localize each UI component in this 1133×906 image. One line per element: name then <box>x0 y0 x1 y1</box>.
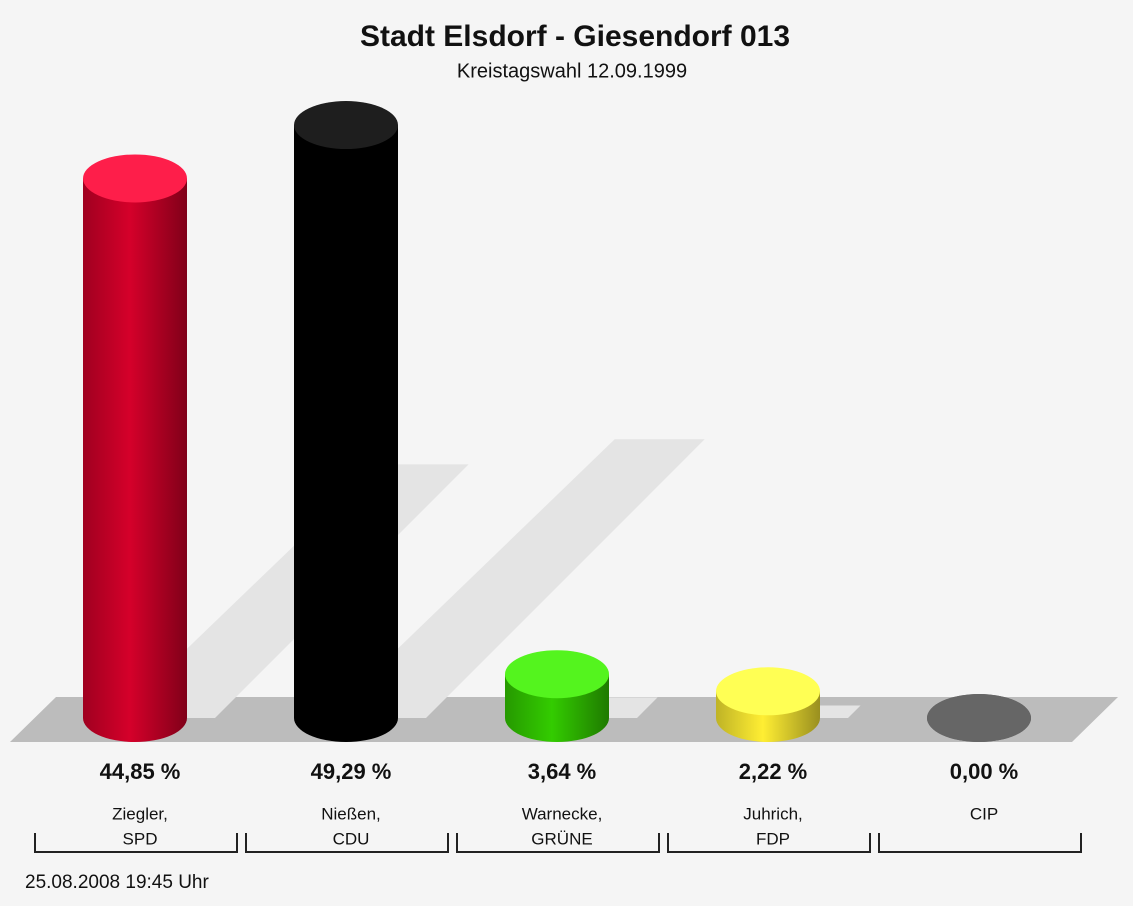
bar-body <box>294 125 398 718</box>
bar-top <box>716 667 820 716</box>
value-label: 0,00 % <box>950 759 1019 784</box>
bar <box>294 101 398 742</box>
bar-top <box>83 154 187 203</box>
bar <box>716 667 820 742</box>
category-label: SPD <box>123 829 158 848</box>
category-label: Nießen, <box>321 804 381 823</box>
value-label: 44,85 % <box>100 759 181 784</box>
category-bracket <box>34 833 238 853</box>
bar <box>83 154 187 742</box>
bar <box>927 694 1031 742</box>
category-label: CIP <box>970 804 998 823</box>
category-bracket <box>245 833 449 853</box>
category-bracket <box>878 833 1082 853</box>
footnote: 25.08.2008 19:45 Uhr <box>25 872 209 893</box>
bar-body <box>83 178 187 719</box>
category-label: Warnecke, <box>522 804 603 823</box>
category-label: Ziegler, <box>112 804 168 823</box>
bar <box>505 650 609 742</box>
bar-top <box>505 650 609 699</box>
bar-shadow <box>326 439 705 718</box>
category-label: FDP <box>756 829 790 848</box>
category-label: Juhrich, <box>743 804 803 823</box>
category-label: GRÜNE <box>531 829 592 848</box>
category-bracket <box>667 833 871 853</box>
value-label: 3,64 % <box>528 759 597 784</box>
category-bracket <box>456 833 660 853</box>
chart-title: Stadt Elsdorf - Giesendorf 013 <box>360 20 790 53</box>
value-label: 49,29 % <box>311 759 392 784</box>
bar-top <box>294 101 398 150</box>
value-label: 2,22 % <box>739 759 808 784</box>
chart-subtitle: Kreistagswahl 12.09.1999 <box>457 60 687 82</box>
bar-top <box>927 694 1031 742</box>
category-label: CDU <box>333 829 370 848</box>
